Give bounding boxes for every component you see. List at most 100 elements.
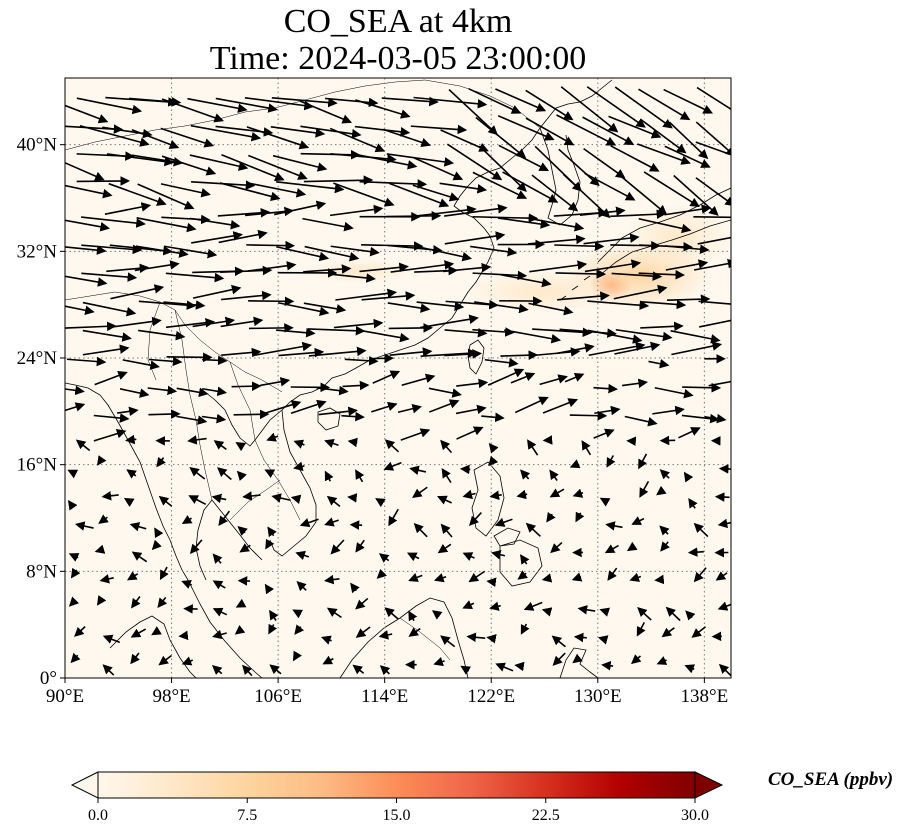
wind-vector [101, 491, 119, 501]
wind-vector [93, 413, 130, 423]
korea-coastline [539, 127, 581, 226]
wind-vector [525, 89, 574, 121]
wind-vector [156, 456, 166, 468]
wind-vector [278, 301, 330, 317]
wind-vector [572, 653, 583, 664]
wind-vector [65, 219, 110, 232]
wind-vector [660, 541, 670, 552]
wind-vector [413, 96, 488, 109]
wind-vector [324, 470, 334, 482]
wind-vector [668, 121, 709, 160]
wind-vector [624, 415, 658, 427]
wind-vector [687, 547, 704, 557]
wind-vector [693, 258, 731, 271]
wind-vector [550, 541, 563, 554]
wind-vector [532, 327, 593, 338]
wind-vector [412, 486, 428, 499]
wind-vector [379, 665, 391, 676]
wind-vector [65, 161, 105, 181]
wind-vector [615, 328, 673, 342]
wind-vector [648, 358, 670, 369]
colorbar-tick-label: 22.5 [532, 807, 560, 824]
wind-vector [510, 372, 536, 384]
wind-vector [708, 380, 731, 387]
wind-vector [137, 183, 195, 210]
wind-vector [212, 607, 228, 617]
wind-vector [321, 635, 332, 645]
latitude-axis: 0° 8°N 16°N 24°N 32°N 40°N [17, 135, 65, 689]
wind-vector [531, 174, 579, 212]
wind-vector [614, 86, 673, 129]
wind-vector [593, 383, 619, 394]
wind-vector [65, 184, 113, 199]
wind-vector [290, 399, 327, 415]
wind-vector [599, 607, 611, 617]
wind-vector [211, 665, 223, 675]
wind-vector [527, 234, 586, 245]
wind-vector [326, 495, 341, 507]
wind-vector [342, 380, 370, 391]
wind-vector [324, 517, 339, 527]
wind-vector [551, 635, 566, 648]
wind-vector [181, 514, 193, 525]
wind-vector [564, 372, 585, 383]
wind-vector [267, 526, 277, 538]
wind-vector [82, 301, 137, 317]
colorbar-label: CO_SEA (ppbv) [768, 769, 894, 790]
wind-vector [400, 428, 431, 441]
wind-vector [462, 489, 476, 500]
wind-vector [221, 154, 285, 182]
wind-vector [119, 388, 150, 398]
wind-vector [211, 493, 227, 504]
wind-vector [190, 124, 262, 142]
wind-vector [577, 605, 596, 615]
wind-vector [462, 600, 475, 609]
wind-vector [695, 121, 731, 157]
wind-vector [639, 299, 687, 310]
wind-vector [688, 498, 698, 509]
wind-vector [604, 544, 619, 554]
wind-vector [572, 488, 584, 498]
colorbar-ticks: 0.0 7.5 15.0 22.5 30.0 [88, 798, 709, 824]
wind-vector [220, 316, 264, 328]
wind-vector [638, 269, 686, 280]
wind-vector [322, 655, 334, 665]
wind-vector [166, 352, 213, 363]
wind-vector [446, 143, 503, 181]
wind-vector [661, 627, 675, 638]
wind-vector [431, 610, 443, 620]
wind-vector [308, 346, 367, 357]
wind-vector [440, 439, 453, 454]
wind-vector [697, 236, 731, 245]
wind-vector [516, 489, 528, 500]
wind-vector [388, 508, 399, 527]
wind-vector [126, 571, 139, 581]
wind-vector [484, 357, 519, 368]
wind-vector [704, 413, 727, 424]
figure-title: CO_SEA at 4km [283, 3, 513, 40]
wind-vector [325, 97, 379, 108]
wind-vector [652, 405, 685, 416]
wind-vector [290, 494, 302, 505]
wind-vector [415, 205, 477, 217]
wind-vector [549, 469, 559, 481]
wind-vector [460, 665, 472, 675]
wind-vector [242, 664, 253, 677]
hainan-island [317, 407, 341, 431]
wind-vector [481, 412, 505, 423]
wind-vector [116, 406, 139, 417]
wind-vector [136, 217, 197, 233]
wind-vector [440, 523, 453, 538]
wind-vector [554, 241, 605, 252]
lon-tick-label: 122°E [467, 686, 515, 707]
wind-vector [236, 470, 247, 482]
wind-vector [408, 627, 421, 637]
wind-vector [638, 217, 692, 234]
wind-vector [66, 356, 107, 367]
wind-vector [138, 300, 197, 310]
wind-vector [181, 579, 192, 589]
wind-vector [448, 88, 498, 136]
wind-vector [444, 349, 483, 359]
wind-vector [217, 467, 232, 481]
wind-vector [552, 652, 566, 666]
